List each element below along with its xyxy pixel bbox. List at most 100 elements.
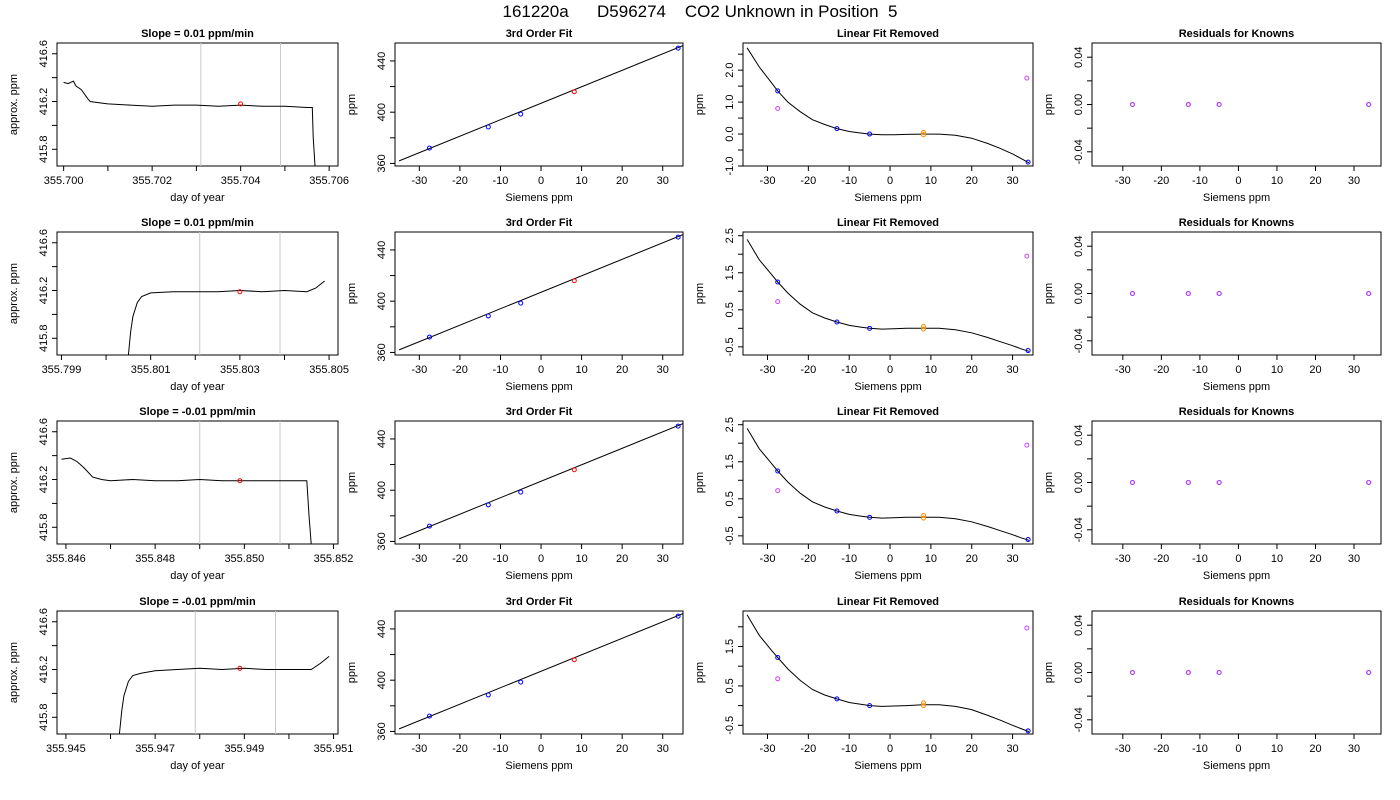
data-point — [867, 131, 873, 137]
x-tick-label: 355.947 — [135, 743, 175, 755]
x-tick-label: 30 — [1006, 553, 1018, 565]
mean-point — [237, 478, 243, 484]
y-tick-label: 0.00 — [1073, 94, 1085, 115]
y-tick-label: 360 — [376, 343, 388, 361]
data-layer — [61, 421, 312, 544]
data-point — [867, 514, 873, 520]
y-axis-label: ppm — [346, 94, 358, 115]
x-tick-label: 0 — [538, 364, 544, 376]
chart-title: Slope = 0.01 ppm/min — [141, 28, 254, 40]
y-tick-label: 416.2 — [38, 466, 50, 494]
chart-panel: Slope = 0.01 ppm/min 355.799 355.801 355.80… — [8, 217, 349, 393]
y-axis-label: ppm — [1043, 472, 1055, 493]
data-point — [1366, 670, 1372, 675]
chart-panel: Residuals for Knowns -30 -20 -10 0 10 20 30 Siem… — [1043, 217, 1382, 393]
y-axis-label: approx. ppm — [8, 74, 20, 135]
y-tick-label: 1.5 — [724, 639, 736, 654]
y-tick-label: 2.5 — [724, 417, 736, 432]
data-point — [675, 423, 681, 429]
x-tick-label: 355.704 — [221, 175, 261, 187]
y-tick-label: 416.2 — [38, 88, 50, 116]
y-tick-label: 2.0 — [724, 63, 736, 78]
x-tick-label: 10 — [575, 175, 587, 187]
y-tick-label: -0.04 — [1073, 139, 1085, 164]
data-point — [1024, 75, 1030, 81]
x-tick-label: 20 — [1309, 175, 1321, 187]
x-axis-label: Siemens ppm — [1203, 570, 1270, 582]
x-tick-label: 30 — [657, 553, 669, 565]
x-tick-label: 20 — [1309, 364, 1321, 376]
y-tick-label: -0.04 — [1073, 707, 1085, 732]
y-axis-label: ppm — [346, 283, 358, 304]
data-layer — [398, 613, 683, 730]
plot-frame — [56, 610, 339, 735]
plot-frame — [742, 610, 1034, 735]
y-axis-label: ppm — [346, 472, 358, 493]
data-point — [921, 129, 927, 135]
x-tick-label: 355.848 — [135, 553, 175, 565]
data-point — [921, 132, 927, 138]
x-tick-label: 10 — [1271, 743, 1283, 755]
data-point — [675, 45, 681, 51]
plot-frame — [1091, 420, 1382, 545]
x-tick-label: 355.803 — [220, 364, 260, 376]
data-point — [485, 124, 491, 130]
data-point — [571, 278, 577, 284]
data-point — [426, 523, 432, 529]
fit-curve — [398, 45, 683, 162]
fit-curve — [746, 428, 1030, 541]
chart-panel: 3rd Order Fit -30 -20 -10 0 10 20 30 Siemens ppm… — [346, 596, 684, 772]
x-tick-label: -30 — [760, 553, 776, 565]
data-point — [775, 105, 781, 111]
x-tick-label: 355.945 — [46, 743, 86, 755]
page-title: 161220a D596274 CO2 Unknown in Position … — [502, 2, 898, 21]
y-tick-label: 440 — [376, 52, 388, 70]
plot-frame — [742, 42, 1034, 167]
x-tick-label: 20 — [966, 175, 978, 187]
x-tick-label: 0 — [1235, 175, 1241, 187]
data-point — [426, 713, 432, 719]
chart-title: 3rd Order Fit — [506, 28, 573, 40]
y-tick-label: -1.0 — [724, 157, 736, 176]
y-tick-label: 415.8 — [38, 136, 50, 164]
x-tick-label: -20 — [800, 553, 816, 565]
chart-title: Linear Fit Removed — [837, 217, 939, 229]
x-tick-label: -20 — [800, 743, 816, 755]
data-point — [834, 696, 840, 702]
y-tick-label: 0.04 — [1073, 235, 1085, 256]
x-tick-label: 355.799 — [42, 364, 82, 376]
x-tick-label: -30 — [1115, 743, 1131, 755]
series-line — [63, 80, 316, 166]
y-axis-label: ppm — [694, 94, 706, 115]
x-tick-label: 355.846 — [46, 553, 86, 565]
data-point — [1025, 159, 1031, 165]
data-point — [834, 126, 840, 132]
x-tick-label: 0 — [538, 743, 544, 755]
x-tick-label: -20 — [452, 364, 468, 376]
x-tick-label: 0 — [887, 364, 893, 376]
plot-frame — [742, 420, 1034, 545]
fit-curve — [398, 423, 683, 540]
data-point — [921, 323, 927, 329]
x-tick-label: 30 — [1348, 553, 1360, 565]
chart-title: 3rd Order Fit — [506, 596, 573, 608]
x-tick-label: -10 — [493, 743, 509, 755]
plot-frame — [394, 42, 684, 167]
y-tick-label: 415.8 — [38, 325, 50, 353]
data-point — [867, 703, 873, 709]
data-point — [775, 488, 781, 494]
x-axis-label: Siemens ppm — [854, 192, 921, 204]
x-tick-label: -10 — [841, 743, 857, 755]
y-axis-label: ppm — [1043, 94, 1055, 115]
x-tick-label: 355.951 — [314, 743, 354, 755]
x-tick-label: -10 — [493, 175, 509, 187]
y-tick-label: 440 — [376, 430, 388, 448]
x-tick-label: -30 — [411, 175, 427, 187]
y-tick-label: 440 — [376, 620, 388, 638]
x-tick-label: 0 — [887, 175, 893, 187]
data-layer — [398, 45, 683, 162]
y-tick-label: 1.5 — [724, 454, 736, 469]
y-axis-label: approx. ppm — [8, 452, 20, 513]
y-axis-label: ppm — [694, 662, 706, 683]
data-point — [1025, 348, 1031, 354]
